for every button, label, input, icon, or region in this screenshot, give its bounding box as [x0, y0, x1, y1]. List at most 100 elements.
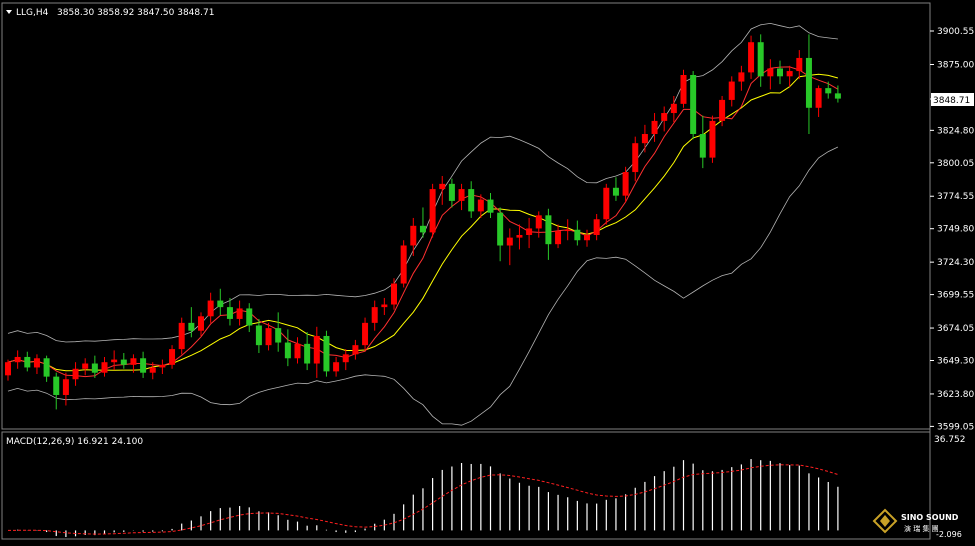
header-dropdown-icon[interactable] — [6, 10, 12, 14]
current-price-box — [931, 93, 974, 106]
candle — [43, 355, 50, 382]
candle — [603, 183, 610, 225]
current-price-label: 3848.71 — [933, 96, 970, 106]
candle — [767, 59, 774, 90]
candle — [612, 177, 619, 201]
candle — [815, 85, 822, 117]
candle-body — [680, 74, 687, 104]
candle-body — [419, 225, 426, 233]
candle — [738, 65, 745, 91]
candle — [198, 312, 204, 336]
candle-body — [294, 343, 301, 359]
candle — [323, 330, 330, 377]
candle-body — [497, 212, 504, 246]
candle-body — [91, 363, 98, 373]
candle-body — [82, 363, 89, 369]
candle-body — [825, 88, 832, 94]
candle-body — [217, 300, 224, 308]
candle — [632, 136, 639, 182]
candlesticks — [5, 34, 841, 410]
candle-body — [120, 359, 127, 365]
candle-body — [574, 229, 581, 241]
candle — [178, 317, 185, 355]
price-tick-label: 3875.00 — [937, 61, 974, 71]
candle — [284, 329, 291, 367]
candle — [362, 317, 369, 351]
candle-body — [728, 81, 735, 100]
candle — [719, 95, 726, 127]
candle-body — [651, 120, 658, 135]
candle-body — [53, 376, 60, 395]
candle-body — [198, 316, 204, 331]
candle-body — [371, 307, 378, 323]
candle-body — [719, 99, 726, 121]
candle — [53, 372, 60, 410]
candle-body — [246, 308, 253, 326]
candle-body — [564, 229, 571, 232]
candle — [333, 356, 340, 377]
candle-body — [62, 379, 69, 395]
candle — [748, 35, 755, 79]
candle — [62, 372, 69, 406]
candle — [651, 113, 658, 142]
candle — [169, 345, 176, 369]
candle — [304, 332, 311, 371]
candle-body — [149, 367, 156, 373]
moving-averages — [7, 66, 839, 378]
candle — [101, 356, 108, 377]
candle — [757, 34, 764, 87]
candle — [82, 358, 89, 376]
candle-body — [834, 93, 841, 99]
candle — [24, 351, 31, 372]
candle — [564, 219, 571, 241]
candle-body — [400, 245, 407, 284]
candle-body — [304, 343, 311, 364]
candle — [786, 65, 793, 87]
candle — [130, 354, 137, 373]
candle — [255, 318, 262, 354]
candle-body — [43, 358, 50, 377]
candle — [91, 355, 98, 378]
candle-body — [603, 187, 610, 220]
price-tick-label: 3774.55 — [937, 192, 974, 202]
price-tick-label: 3800.05 — [937, 159, 974, 169]
candle — [342, 349, 349, 371]
macd-signal-line — [7, 464, 839, 535]
candle — [805, 34, 812, 135]
candle-body — [709, 120, 716, 158]
candle-body — [448, 183, 455, 201]
symbol-label: LLG,H4 — [16, 8, 49, 18]
candle-body — [487, 199, 494, 213]
candle — [294, 337, 301, 364]
candle-body — [323, 335, 330, 372]
price-tick-label: 3699.55 — [937, 291, 974, 301]
candle — [545, 208, 552, 260]
ohlc-label: 3858.30 3858.92 3847.50 3848.71 — [57, 8, 214, 18]
candle-body — [439, 183, 446, 190]
price-tick-label: 3824.80 — [937, 126, 974, 136]
candle — [777, 60, 783, 85]
candle — [574, 220, 581, 246]
candle — [690, 71, 697, 140]
candle-body — [458, 189, 465, 201]
macd-histogram — [17, 459, 839, 538]
candle-body — [690, 74, 697, 135]
candle-body — [545, 215, 552, 245]
candle-body — [757, 42, 764, 77]
candle-body — [767, 68, 774, 77]
macd-label: MACD(12,26,9) 16.921 24.100 — [6, 437, 143, 447]
candle — [265, 322, 272, 351]
candle — [140, 351, 147, 378]
price-tick-label: 3649.30 — [937, 357, 974, 367]
macd-panel-frame — [1, 431, 931, 540]
candle-body — [632, 143, 639, 173]
candle — [352, 339, 359, 360]
candle-body — [468, 189, 475, 212]
candle-body — [255, 325, 262, 346]
candle-body — [535, 215, 542, 229]
candle-body — [777, 68, 783, 77]
ma-red-line — [7, 66, 839, 378]
candle-body — [584, 234, 590, 241]
candle — [506, 228, 513, 266]
